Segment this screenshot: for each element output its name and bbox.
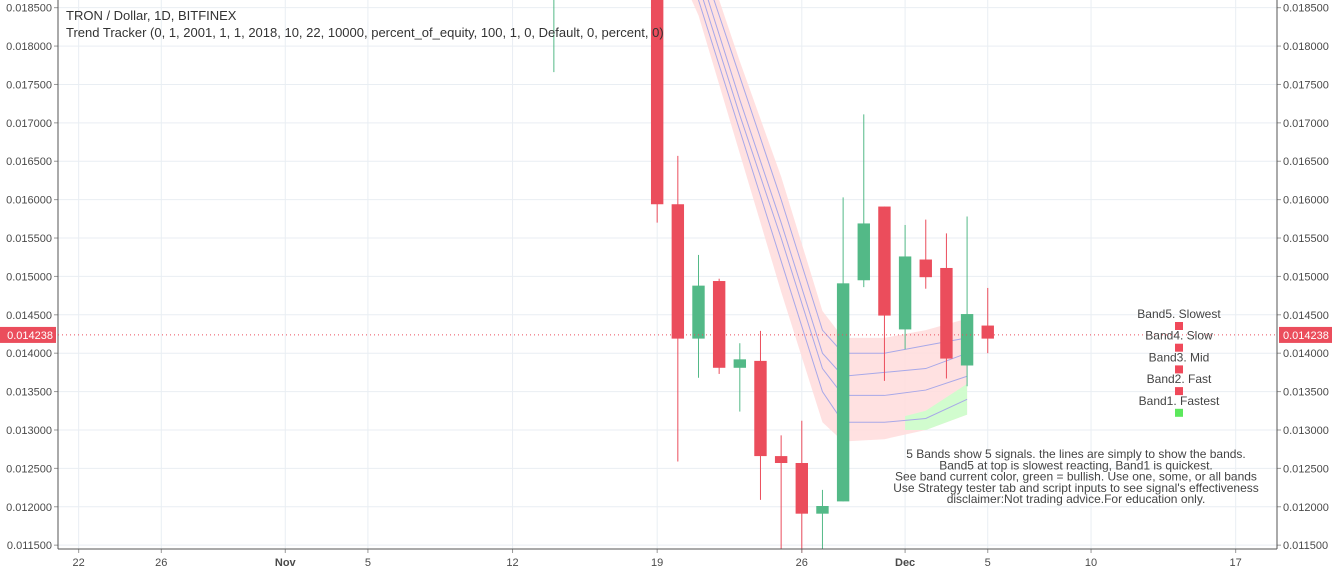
y-tick-label-left: 0.012000 <box>6 502 52 514</box>
legend-swatch <box>1175 408 1183 417</box>
y-tick-label-left: 0.015000 <box>6 271 52 283</box>
candle-up <box>836 283 850 502</box>
y-tick-label-left: 0.016000 <box>6 195 52 207</box>
band-legend: Band5. Slowest Band4. Slow Band3. Mid Band2… <box>1137 307 1221 417</box>
candle-down <box>774 456 788 464</box>
x-tick-label: 19 <box>651 557 663 569</box>
y-tick-label-left: 0.017000 <box>6 118 52 130</box>
candle-down <box>919 259 932 278</box>
y-tick-label-left: 0.016500 <box>6 156 52 168</box>
x-tick-label: 10 <box>1085 557 1097 569</box>
y-tick-label-left: 0.015500 <box>6 233 52 245</box>
candle-down <box>712 281 726 368</box>
candle-down <box>650 0 664 205</box>
candles <box>553 0 994 553</box>
note-line: Band5 at top is slowest reacting, Band1 … <box>939 458 1213 472</box>
strategy-label[interactable]: Trend Tracker (0, 1, 2001, 1, 1, 2018, 1… <box>66 25 664 40</box>
bearish-band-area <box>691 0 968 442</box>
y-tick-label-left: 0.013500 <box>6 387 52 399</box>
candle-down <box>940 267 953 359</box>
candle-down <box>878 206 891 316</box>
y-tick-label-right: 0.016500 <box>1283 156 1329 168</box>
legend-swatch <box>1175 387 1183 396</box>
candle-up <box>857 223 870 281</box>
note-line: disclaimer:Not trading advice.For educat… <box>947 492 1206 506</box>
last-price-label-left: 0.014238 <box>7 330 53 342</box>
band-line-1 <box>713 0 968 354</box>
y-tick-label-left: 0.014000 <box>6 348 52 360</box>
candle-up <box>733 359 747 368</box>
candle-up <box>816 506 829 514</box>
y-tick-label-right: 0.018500 <box>1283 3 1329 15</box>
y-tick-label-right: 0.015000 <box>1283 271 1329 283</box>
x-tick-label: 5 <box>985 557 991 569</box>
y-tick-label-left: 0.013000 <box>6 425 52 437</box>
legend-swatch <box>1175 343 1183 352</box>
note-line: 5 Bands show 5 signals. the lines are si… <box>906 447 1246 461</box>
y-tick-label-left: 0.012500 <box>6 463 52 475</box>
band-line-3 <box>702 0 968 396</box>
y-tick-label-right: 0.014500 <box>1283 310 1329 322</box>
y-tick-label-right: 0.016000 <box>1283 195 1329 207</box>
legend-label: Band2. Fast <box>1147 372 1212 386</box>
y-tick-label-right: 0.012500 <box>1283 463 1329 475</box>
legend-label: Band4. Slow <box>1145 329 1213 343</box>
legend-swatch <box>1175 365 1183 374</box>
y-tick-label-right: 0.013000 <box>1283 425 1329 437</box>
y-tick-label-right: 0.017000 <box>1283 118 1329 130</box>
y-tick-label-right: 0.011500 <box>1283 540 1328 552</box>
y-tick-label-right: 0.017500 <box>1283 79 1329 91</box>
candle-up <box>898 256 912 330</box>
x-tick-label: Nov <box>275 557 297 569</box>
y-tick-label-right: 0.014000 <box>1283 348 1329 360</box>
legend-swatch <box>1175 322 1183 330</box>
strategy-note: 5 Bands show 5 signals. the lines are si… <box>893 447 1259 506</box>
y-tick-label-right: 0.013500 <box>1283 387 1329 399</box>
x-tick-label: 17 <box>1230 557 1242 569</box>
x-tick-label: 26 <box>796 557 808 569</box>
candle-up <box>692 285 705 339</box>
note-line: See band current color, green = bullish.… <box>895 470 1257 484</box>
candle-down <box>795 463 808 514</box>
last-price-tag-left <box>0 326 56 343</box>
y-tick-label-right: 0.012000 <box>1283 502 1329 514</box>
band-line-2 <box>707 0 968 377</box>
band-line-4 <box>697 0 968 423</box>
legend-label: Band3. Mid <box>1149 350 1210 364</box>
y-tick-label-left: 0.014500 <box>6 310 52 322</box>
symbol-title: TRON / Dollar, 1D, BITFINEX <box>66 8 237 23</box>
x-tick-label: 22 <box>73 557 85 569</box>
legend-label: Band5. Slowest <box>1137 307 1221 321</box>
x-tick-label: 26 <box>155 557 167 569</box>
candle-down <box>671 204 685 339</box>
candle-up <box>960 314 974 366</box>
last-price-tag-right <box>1279 326 1332 343</box>
y-tick-label-left: 0.018000 <box>6 41 52 53</box>
candle-down <box>754 360 767 457</box>
y-tick-label-left: 0.018500 <box>6 3 52 15</box>
legend-label: Band1. Fastest <box>1139 394 1220 408</box>
y-tick-label-left: 0.017500 <box>6 79 52 91</box>
y-tick-label-left: 0.011500 <box>7 540 52 552</box>
trend-bands <box>691 0 968 442</box>
x-tick-label: 5 <box>365 557 371 569</box>
candle-down <box>981 325 994 339</box>
x-tick-label: Dec <box>895 557 915 569</box>
last-price-label-right: 0.014238 <box>1283 330 1329 342</box>
y-tick-label-right: 0.018000 <box>1283 41 1329 53</box>
note-line: Use Strategy tester tab and script input… <box>893 481 1259 495</box>
x-tick-label: 12 <box>506 557 518 569</box>
y-tick-label-right: 0.015500 <box>1283 233 1329 245</box>
